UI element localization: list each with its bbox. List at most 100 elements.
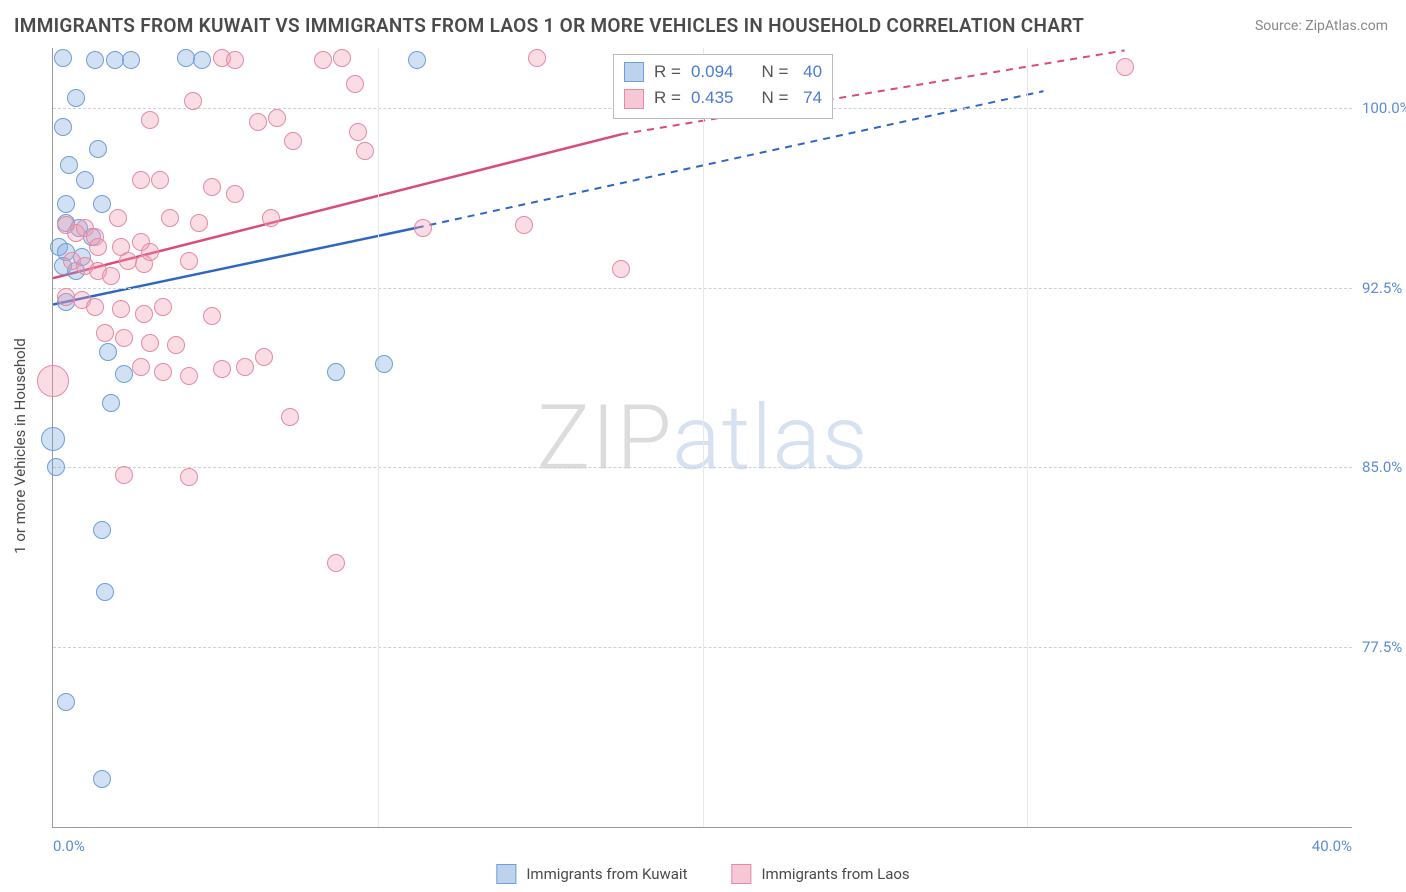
data-point-laos [333,49,351,67]
data-point-kuwait [193,51,211,69]
data-point-laos [119,252,137,270]
data-point-laos [180,367,198,385]
data-point-kuwait [89,140,107,158]
data-point-laos [226,185,244,203]
swatch-laos [731,864,751,884]
data-point-laos [161,209,179,227]
legend-label-laos: Immigrants from Laos [761,865,909,883]
y-tick-label: 92.5% [1362,279,1402,297]
plot-area: ZIPatlas 100.0%92.5%85.0%77.5%0.0%40.0%R… [52,48,1352,828]
swatch-kuwait [624,62,644,82]
data-point-laos [515,216,533,234]
stat-r-value: 0.435 [691,85,734,111]
data-point-laos [89,238,107,256]
stats-row-kuwait: R = 0.094 N = 40 [624,59,822,85]
data-point-laos [154,298,172,316]
swatch-laos [624,89,644,109]
data-point-laos [226,51,244,69]
stat-r-label: R = [654,59,681,85]
stats-legend-box: R = 0.094 N = 40 R = 0.435 N = 74 [613,54,833,119]
data-point-laos [203,307,221,325]
data-point-laos [349,123,367,141]
data-point-laos [102,267,120,285]
data-point-kuwait [67,89,85,107]
data-point-laos [180,468,198,486]
data-point-laos [141,334,159,352]
data-point-laos [612,260,630,278]
swatch-kuwait [496,864,516,884]
data-point-laos [167,336,185,354]
data-point-kuwait [102,394,120,412]
stat-r-value: 0.094 [691,59,734,85]
data-point-laos [86,298,104,316]
legend-item-kuwait: Immigrants from Kuwait [496,864,687,884]
data-point-kuwait [47,458,65,476]
source-label: Source: ZipAtlas.com [1255,18,1388,34]
y-axis-label: 1 or more Vehicles in Household [11,338,29,554]
stat-r-label: R = [654,85,681,111]
data-point-kuwait [60,156,78,174]
y-tick-label: 85.0% [1362,458,1402,476]
watermark-part1: ZIP [536,385,672,490]
data-point-laos [151,171,169,189]
x-tick-label: 0.0% [53,837,85,855]
data-point-laos [262,209,280,227]
data-point-laos [115,329,133,347]
y-tick-label: 100.0% [1362,99,1406,117]
data-point-laos [154,363,172,381]
data-point-laos [249,113,267,131]
data-point-kuwait [177,49,195,67]
data-point-laos [284,132,302,150]
data-point-laos [346,75,364,93]
data-point-laos [132,358,150,376]
data-point-kuwait [57,693,75,711]
gridline-v [703,48,704,827]
data-point-laos [268,109,286,127]
bottom-legend: Immigrants from Kuwait Immigrants from L… [496,864,909,884]
data-point-kuwait [327,363,345,381]
data-point-laos [115,466,133,484]
data-point-laos [190,214,208,232]
y-tick-label: 77.5% [1362,638,1402,656]
data-point-laos [314,51,332,69]
data-point-laos [327,554,345,572]
gridline-v [1027,48,1028,827]
data-point-kuwait [86,51,104,69]
stat-n-label: N = [761,85,788,111]
data-point-kuwait [54,49,72,67]
data-point-laos [528,49,546,67]
data-point-kuwait [375,355,393,373]
data-point-laos [184,92,202,110]
data-point-laos [356,142,374,160]
data-point-laos [255,348,273,366]
data-point-laos [236,358,254,376]
data-point-laos [213,360,231,378]
data-point-laos [141,111,159,129]
data-point-kuwait [93,770,111,788]
data-point-kuwait [54,118,72,136]
data-point-kuwait [93,195,111,213]
x-tick-label: 40.0% [1312,837,1352,855]
stat-n-value: 74 [798,85,822,111]
data-point-kuwait [76,171,94,189]
legend-label-kuwait: Immigrants from Kuwait [526,865,687,883]
stat-n-label: N = [761,59,788,85]
legend-item-laos: Immigrants from Laos [731,864,909,884]
data-point-kuwait [93,521,111,539]
data-point-laos [414,219,432,237]
data-point-kuwait [41,427,65,451]
stat-n-value: 40 [798,59,822,85]
data-point-kuwait [99,343,117,361]
data-point-laos [135,255,153,273]
data-point-laos [180,252,198,270]
data-point-laos [203,178,221,196]
data-point-kuwait [57,195,75,213]
stats-row-laos: R = 0.435 N = 74 [624,85,822,111]
data-point-laos [132,171,150,189]
data-point-laos [281,408,299,426]
data-point-laos [96,324,114,342]
data-point-laos [109,209,127,227]
data-point-laos [1116,58,1134,76]
data-point-kuwait [408,51,426,69]
data-point-kuwait [122,51,140,69]
